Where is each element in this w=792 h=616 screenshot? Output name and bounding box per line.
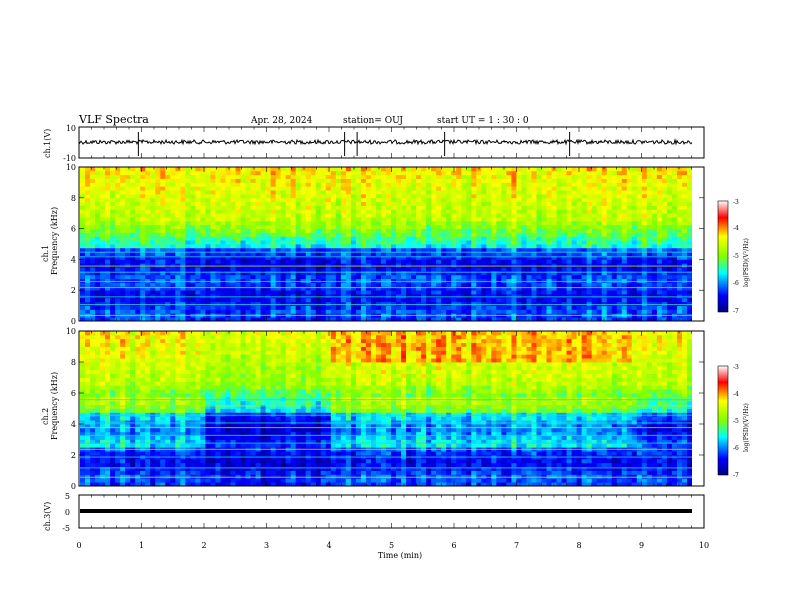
x-tick-label: 1 <box>139 541 144 550</box>
ch1-ylabel: ch.1(V) <box>43 129 52 158</box>
x-axis-label: Time (min) <box>378 551 422 560</box>
ch3-waveform-trace <box>80 509 692 513</box>
figure-title: VLF Spectra <box>78 113 149 126</box>
x-tick-label: 6 <box>451 541 456 550</box>
ch3-ytick-mid: 0 <box>65 508 70 517</box>
ch2-spectrogram-panel: ch.2 Frequency (kHz) 0 2 4 6 8 10 <box>41 327 704 491</box>
freq-tick-label: 6 <box>71 225 76 234</box>
x-tick-label: 5 <box>389 541 394 550</box>
ch2-channel-label: ch.2 <box>41 408 50 425</box>
time-tick-labels: 0 1 2 3 4 5 6 7 8 9 10 <box>76 541 709 550</box>
freq-tick-label: 0 <box>71 317 76 326</box>
start-ut-label: start UT = 1 : 30 : 0 <box>437 116 529 126</box>
freq-tick-label: 2 <box>71 451 76 460</box>
ch2-cb-tick-4: -4 <box>733 391 739 398</box>
ch1-colorbar-label: log(PSD)(V²/Hz) <box>743 238 750 287</box>
x-tick-label: 8 <box>576 541 581 550</box>
ch1-waveform-panel: ch.1(V) 10 -10 <box>43 124 704 163</box>
freq-tick-label: 4 <box>71 255 76 264</box>
ch1-ytick-bottom: -10 <box>63 154 76 163</box>
date-label: Apr. 28, 2024 <box>250 116 313 126</box>
freq-tick-label: 10 <box>66 327 76 336</box>
ch1-colorbar: log(PSD)(V²/Hz) -3 -4 -5 -6 -7 <box>718 199 750 315</box>
station-label: station= OUJ <box>343 116 403 126</box>
x-tick-label: 4 <box>326 541 331 550</box>
freq-tick-label: 0 <box>71 482 76 491</box>
freq-tick-label: 8 <box>71 194 76 203</box>
ch1-cb-tick-5: -5 <box>733 253 739 260</box>
ch1-frequency-label: Frequency (kHz) <box>50 207 59 275</box>
ch1-spectrogram-panel: ch.1 Frequency (kHz) 0 2 4 6 8 10 <box>41 163 704 326</box>
freq-tick-label: 2 <box>71 286 76 295</box>
x-tick-label: 2 <box>201 541 206 550</box>
ch1-ytick-top: 10 <box>66 124 76 133</box>
ch1-cb-tick-6: -6 <box>733 280 739 287</box>
freq-tick-label: 8 <box>71 358 76 367</box>
ch3-ytick-top: 5 <box>65 492 70 501</box>
ch2-cb-tick-6: -6 <box>733 445 739 452</box>
ch2-colorbar-label: log(PSD)(V²/Hz) <box>743 403 750 452</box>
ch2-colorbar: log(PSD)(V²/Hz) -3 -4 -5 -6 -7 <box>718 364 750 479</box>
ch2-cb-tick-7: -7 <box>733 472 739 479</box>
freq-tick-label: 4 <box>71 420 76 429</box>
ch3-ytick-bottom: -5 <box>62 524 70 533</box>
x-tick-label: 3 <box>264 541 269 550</box>
x-tick-label: 7 <box>514 541 519 550</box>
x-tick-label: 10 <box>699 541 709 550</box>
freq-tick-label: 6 <box>71 389 76 398</box>
ch2-cb-tick-3: -3 <box>733 364 739 371</box>
x-tick-label: 9 <box>639 541 644 550</box>
ch2-cb-tick-5: -5 <box>733 418 739 425</box>
ch1-spectrogram-image <box>80 167 704 321</box>
ch2-frequency-label: Frequency (kHz) <box>50 372 59 440</box>
ch3-ylabel: ch.3(V) <box>43 502 52 531</box>
x-tick-label: 0 <box>76 541 81 550</box>
ch1-cb-tick-3: -3 <box>733 199 739 206</box>
ch1-channel-label: ch.1 <box>41 245 50 262</box>
freq-tick-label: 10 <box>66 163 76 172</box>
ch1-cb-tick-4: -4 <box>733 225 739 232</box>
ch3-waveform-panel: ch.3(V) 5 0 -5 <box>43 492 704 533</box>
ch1-cb-tick-7: -7 <box>733 308 739 315</box>
ch2-spectrogram-image <box>80 331 704 486</box>
